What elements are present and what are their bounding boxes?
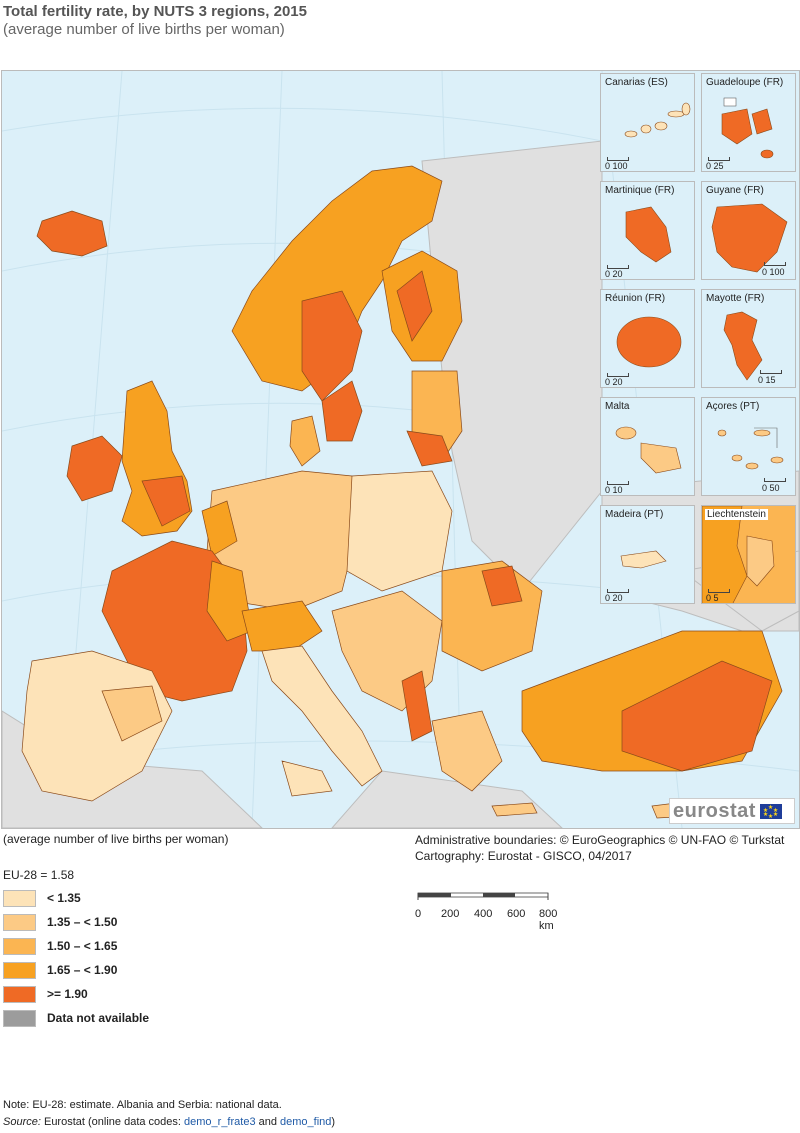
inset-scale-bar [708, 589, 730, 593]
inset-name: Açores (PT) [706, 401, 760, 412]
source-prefix: Eurostat (online data codes: [40, 1116, 185, 1128]
map-subtitle: (average number of live births per woman… [3, 21, 285, 38]
inset-scale-bar [760, 370, 782, 374]
inset-scale-label: 0 5 [706, 593, 719, 603]
inset-name: Mayotte (FR) [706, 293, 765, 304]
legend-item: 1.50 – < 1.65 [3, 934, 149, 958]
map-credits: Administrative boundaries: © EuroGeograp… [415, 832, 784, 864]
legend-item: Data not available [3, 1006, 149, 1030]
inset-scale-bar [607, 373, 629, 377]
footnote: Note: EU-28: estimate. Albania and Serbi… [3, 1099, 282, 1111]
inset-name: Malta [605, 401, 630, 412]
source-suffix: ) [331, 1116, 336, 1128]
inset-scale-bar [708, 157, 730, 161]
inset-scale-label: 0 20 [605, 269, 623, 279]
legend-swatch [3, 1009, 36, 1027]
inset-acores: Açores (PT) 0 50 [701, 397, 796, 496]
inset-malta: Malta 0 10 [600, 397, 695, 496]
credits-cartography: Cartography: Eurostat - GISCO, 04/2017 [415, 849, 632, 863]
legend-swatch [3, 889, 36, 907]
inset-scale-bar [764, 478, 786, 482]
inset-name: Réunion (FR) [605, 293, 666, 304]
legend-item: 1.65 – < 1.90 [3, 958, 149, 982]
inset-mayotte: Mayotte (FR) 0 15 [701, 289, 796, 388]
inset-scale-bar [764, 262, 786, 266]
legend-item: >= 1.90 [3, 982, 149, 1006]
inset-martinique: Martinique (FR) 0 20 [600, 181, 695, 280]
legend-swatch [3, 937, 36, 955]
inset-scale-bar [607, 589, 629, 593]
inset-canarias: Canarias (ES) 0 100 [600, 73, 695, 172]
inset-name: Martinique (FR) [605, 185, 675, 196]
eurostat-logo-text: eurostat [673, 800, 756, 822]
data-code-link-find[interactable]: demo_find [280, 1116, 332, 1128]
legend-label: 1.35 – < 1.50 [47, 915, 118, 929]
eu-flag-icon: ★ ★ ★ ★ ★ ★ [759, 803, 782, 820]
legend-label: Data not available [47, 1011, 150, 1025]
legend-item: < 1.35 [3, 886, 149, 910]
legend-label: 1.65 – < 1.90 [47, 963, 118, 977]
legend-label: >= 1.90 [47, 987, 88, 1001]
inset-scale-label: 0 15 [758, 375, 776, 385]
source-middle: and [255, 1116, 281, 1128]
inset-scale-label: 0 100 [762, 267, 785, 277]
inset-reunion: Réunion (FR) 0 20 [600, 289, 695, 388]
inset-scale-bar [607, 481, 629, 485]
scale-tick: 800 km [539, 908, 558, 932]
source-label: Source: [3, 1116, 41, 1128]
eu-average: EU-28 = 1.58 [3, 868, 75, 882]
inset-name: Madeira (PT) [605, 509, 664, 520]
inset-scale-label: 0 25 [706, 161, 724, 171]
inset-scale-label: 0 10 [605, 485, 623, 495]
inset-name: Guyane (FR) [706, 185, 764, 196]
inset-scale-label: 0 20 [605, 593, 623, 603]
inset-guadeloupe: Guadeloupe (FR) 0 25 [701, 73, 796, 172]
inset-guyane: Guyane (FR) 0 100 [701, 181, 796, 280]
data-code-link-frate3[interactable]: demo_r_frate3 [184, 1116, 256, 1128]
inset-name: Canarias (ES) [605, 77, 668, 88]
scale-tick: 400 [474, 908, 493, 920]
inset-name: Guadeloupe (FR) [706, 77, 784, 88]
inset-scale-bar [607, 157, 629, 161]
credits-boundaries: Administrative boundaries: © EuroGeograp… [415, 833, 785, 847]
legend-label: < 1.35 [47, 891, 81, 905]
inset-scale-label: 0 100 [605, 161, 628, 171]
legend-swatch [3, 913, 36, 931]
unit-caption: (average number of live births per woman… [3, 832, 229, 846]
scale-tick: 0 [415, 908, 422, 920]
map-title: Total fertility rate, by NUTS 3 regions,… [3, 3, 307, 20]
inset-scale-bar [607, 265, 629, 269]
main-map: Canarias (ES) 0 100 Guadeloupe (FR) 0 25… [1, 70, 800, 829]
legend-label: 1.50 – < 1.65 [47, 939, 118, 953]
distance-scale-bar: 0 200 400 600 800 km [415, 890, 557, 932]
inset-liechtenstein: Liechtenstein 0 5 [701, 505, 796, 604]
scale-tick: 600 [507, 908, 526, 920]
source-line: Source: Eurostat (online data codes: dem… [3, 1116, 335, 1128]
inset-scale-label: 0 50 [762, 483, 780, 493]
eurostat-logo: eurostat ★ ★ ★ ★ ★ ★ [669, 798, 795, 824]
legend-swatch [3, 985, 36, 1003]
inset-madeira: Madeira (PT) 0 20 [600, 505, 695, 604]
inset-name: Liechtenstein [705, 509, 768, 520]
legend-swatch [3, 961, 36, 979]
scale-tick: 200 [441, 908, 460, 920]
map-legend: < 1.35 1.35 – < 1.50 1.50 – < 1.65 1.65 … [3, 886, 149, 1030]
legend-item: 1.35 – < 1.50 [3, 910, 149, 934]
inset-scale-label: 0 20 [605, 377, 623, 387]
